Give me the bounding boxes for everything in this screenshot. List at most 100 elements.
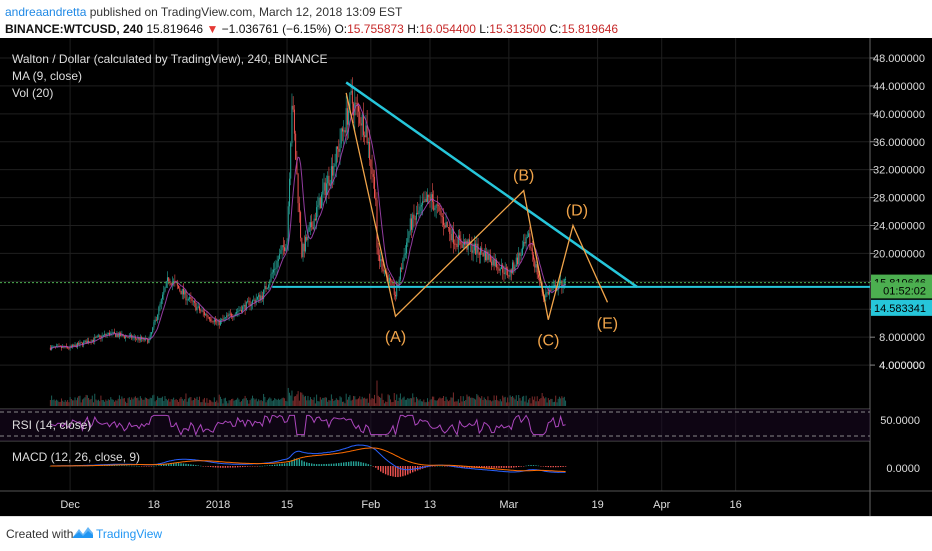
tradingview-brand-link[interactable]: TradingView xyxy=(96,527,163,541)
low-value: 15.313500 xyxy=(489,22,547,36)
volume-bar xyxy=(58,401,60,406)
macd-hist-bar xyxy=(131,465,133,467)
macd-hist-bar xyxy=(168,463,170,466)
volume-bar xyxy=(113,401,115,406)
volume-bar xyxy=(254,399,256,406)
volume-bar xyxy=(338,400,340,406)
volume-bar xyxy=(115,400,117,406)
macd-hist-bar xyxy=(227,466,229,468)
volume-bar xyxy=(194,397,196,406)
volume-bar xyxy=(376,380,378,406)
volume-bar xyxy=(126,402,128,406)
legend-ma[interactable]: MA (9, close) xyxy=(12,69,82,83)
price-chart[interactable]: (A) (B) (C) (D) (E) Walton / Dollar (calcula… xyxy=(0,38,932,516)
volume-bar xyxy=(139,396,141,406)
candle-body xyxy=(253,299,255,301)
volume-bar xyxy=(354,396,356,406)
macd-hist-bar xyxy=(145,466,148,467)
macd-hist-bar xyxy=(461,466,463,468)
volume-bar xyxy=(179,398,181,406)
volume-bar xyxy=(138,400,140,406)
volume-bar xyxy=(328,400,330,406)
candle-body xyxy=(318,197,320,206)
volume-bar xyxy=(369,393,371,406)
rsi-line xyxy=(50,414,566,437)
legend-vol[interactable]: Vol (20) xyxy=(12,86,53,100)
candle-body xyxy=(280,250,282,254)
candle-body xyxy=(174,281,176,282)
macd-axis-label: 0.0000 xyxy=(886,463,920,475)
volume-bar xyxy=(306,400,308,406)
volume-bar xyxy=(492,400,494,406)
candle-body xyxy=(128,335,130,338)
volume-bar xyxy=(372,398,374,406)
symbol-line: BINANCE:WTCUSD, 240 15.819646 ▼ −1.03676… xyxy=(5,22,618,36)
candle-body xyxy=(221,319,223,321)
candle-body xyxy=(268,285,270,288)
candle-body xyxy=(477,243,479,253)
candle-body xyxy=(503,272,505,275)
volume-bar xyxy=(152,395,154,406)
elliott-wave-path[interactable] xyxy=(345,92,609,320)
volume-bar xyxy=(117,398,119,406)
candle-body xyxy=(415,212,417,220)
volume-bar xyxy=(129,399,131,406)
candle-body xyxy=(436,204,438,206)
candle-body xyxy=(539,277,541,282)
volume-bar xyxy=(396,394,398,406)
candle-body xyxy=(137,337,139,340)
macd-hist-bar xyxy=(308,463,310,466)
macd-hist-bar xyxy=(246,466,249,467)
candle-body xyxy=(282,245,284,248)
macd-hist-bar xyxy=(347,461,350,466)
volume-bar xyxy=(427,398,429,406)
candle-body xyxy=(169,280,171,283)
volume-bar xyxy=(431,396,433,406)
candle-body xyxy=(199,306,201,311)
volume-bar xyxy=(397,400,399,406)
macd-hist-bar xyxy=(187,464,190,466)
volume-bar xyxy=(560,398,562,406)
legend-macd[interactable]: MACD (12, 26, close, 9) xyxy=(12,450,140,464)
volume-bar xyxy=(382,399,384,406)
candle-body xyxy=(334,163,336,166)
time-axis[interactable]: Dec 18 2018 15 Feb 13 Mar 19 Apr 16 xyxy=(60,499,741,511)
author-link[interactable]: andreaandretta xyxy=(5,5,87,19)
volume-bar xyxy=(422,401,424,406)
macd-hist-bar xyxy=(232,466,234,468)
volume-bar xyxy=(305,395,307,406)
volume-bar xyxy=(95,399,97,406)
candle-body xyxy=(530,247,532,249)
candle-body xyxy=(408,231,410,239)
tradingview-logo-icon[interactable] xyxy=(72,523,94,543)
volume-bar xyxy=(537,401,539,406)
volume-bar xyxy=(388,395,390,406)
volume-bar xyxy=(387,394,389,406)
candle-body xyxy=(451,229,453,241)
candle-body xyxy=(355,102,357,104)
volume-bar xyxy=(226,401,228,406)
volume-bar xyxy=(175,399,177,406)
candle-body xyxy=(231,313,233,317)
volume-bar xyxy=(104,401,106,406)
price-marker-box xyxy=(871,282,932,299)
macd-hist-bar xyxy=(108,465,111,466)
macd-hist-bar xyxy=(143,466,145,467)
volume-bar xyxy=(383,403,385,406)
candle-body xyxy=(81,342,83,346)
price-tick-label: 40.000000 xyxy=(873,109,925,121)
candle-body xyxy=(553,285,555,286)
candle-body xyxy=(558,281,560,287)
legend-rsi[interactable]: RSI (14, close) xyxy=(12,418,91,432)
candle-body xyxy=(206,313,208,317)
volume-bar xyxy=(451,397,453,406)
candle-body xyxy=(276,260,278,268)
descending-trendline[interactable] xyxy=(345,81,638,288)
volume-bar xyxy=(85,394,87,406)
volume-bar xyxy=(159,397,161,406)
candle-body xyxy=(292,105,294,110)
macd-hist-bar xyxy=(365,463,367,466)
candle-body xyxy=(401,267,403,269)
volume-bar xyxy=(166,400,168,406)
candle-body xyxy=(322,190,324,195)
